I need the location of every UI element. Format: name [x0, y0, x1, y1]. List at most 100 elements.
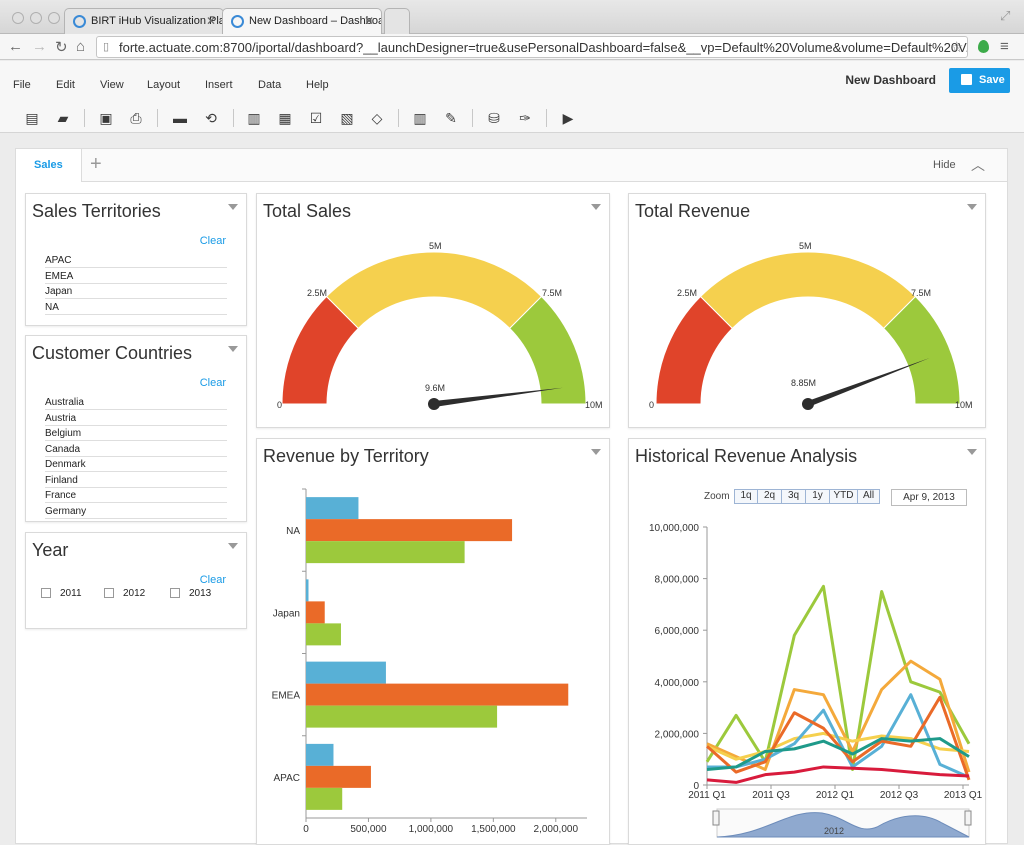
zoom-ytd-button[interactable]: YTD — [830, 489, 858, 504]
bar[interactable] — [306, 743, 334, 766]
bar[interactable] — [306, 497, 359, 520]
list-item[interactable]: Japan — [45, 286, 227, 299]
list-item[interactable]: Belgium — [45, 428, 227, 441]
series-line[interactable] — [706, 765, 970, 784]
collapse-chevron-icon[interactable]: ︿ — [971, 157, 985, 173]
menu-icon[interactable]: ≡ — [1000, 38, 1009, 55]
series-line[interactable] — [706, 695, 971, 781]
panel-menu-icon[interactable] — [228, 204, 238, 210]
table-gadget-icon[interactable]: ▦ — [278, 110, 292, 126]
panel-menu-icon[interactable] — [591, 204, 601, 210]
gauge-band — [325, 251, 543, 330]
zoom-all-button[interactable]: All — [858, 489, 880, 504]
navigator-handle-right[interactable] — [964, 810, 972, 826]
clear-link[interactable]: Clear — [199, 235, 226, 247]
new-tab-button[interactable] — [384, 8, 410, 34]
close-window-button[interactable] — [12, 12, 24, 24]
fullscreen-icon[interactable]: ⤢ — [1000, 8, 1011, 23]
list-item[interactable]: APAC — [45, 255, 227, 268]
menu-view[interactable]: View — [100, 79, 124, 91]
database-icon[interactable]: ⛁ — [488, 110, 500, 126]
bar[interactable] — [306, 787, 343, 810]
menu-insert[interactable]: Insert — [205, 79, 233, 91]
browser-tab-birt-ihub[interactable]: BIRT iHub Visualization Pla ✕ — [64, 8, 224, 34]
zoom-1q-button[interactable]: 1q — [734, 489, 758, 504]
columns-icon[interactable]: ▥ — [413, 110, 427, 126]
list-item[interactable]: EMEA — [45, 271, 227, 284]
series-line[interactable] — [705, 584, 971, 772]
close-tab-icon[interactable]: ✕ — [205, 14, 216, 28]
url-field[interactable]: ▯ forte.actuate.com:8700/iportal/dashboa… — [96, 36, 968, 58]
list-item[interactable]: NA — [45, 302, 227, 315]
hide-button[interactable]: Hide — [933, 159, 956, 171]
gauge-max-label: 10M — [585, 400, 603, 410]
bookmark-star-icon[interactable]: ☆ — [950, 39, 964, 56]
checkbox-2013[interactable] — [170, 588, 180, 598]
menu-edit[interactable]: Edit — [56, 79, 75, 91]
series-line[interactable] — [706, 737, 970, 772]
zoom-window-button[interactable] — [48, 12, 60, 24]
home-icon[interactable]: ⌂ — [76, 38, 86, 55]
add-tab-icon[interactable]: + — [90, 153, 102, 175]
checkbox-2012[interactable] — [104, 588, 114, 598]
list-item[interactable]: Canada — [45, 444, 227, 457]
menu-layout[interactable]: Layout — [147, 79, 181, 91]
date-range-field[interactable]: Apr 9, 2013 — [891, 489, 967, 506]
list-item[interactable]: Austria — [45, 413, 227, 426]
edit-icon[interactable]: ✎ — [445, 110, 457, 126]
wrench-icon[interactable]: ✑ — [519, 110, 531, 126]
reload-icon[interactable]: ↻ — [55, 39, 68, 56]
clear-link[interactable]: Clear — [199, 377, 226, 389]
bar[interactable] — [306, 601, 325, 624]
list-item[interactable]: Germany — [45, 506, 227, 519]
add-content-icon[interactable]: ▬ — [173, 110, 187, 126]
minimize-window-button[interactable] — [30, 12, 42, 24]
report-gadget-icon[interactable]: ▧ — [340, 110, 354, 126]
series-line[interactable] — [707, 693, 970, 779]
navigator-handle-left[interactable] — [712, 810, 720, 826]
list-item[interactable]: France — [45, 490, 227, 503]
bar[interactable] — [306, 683, 569, 706]
toolbar-separator — [398, 109, 399, 127]
clear-link[interactable]: Clear — [199, 574, 226, 586]
html-gadget-icon[interactable]: ◇ — [371, 110, 383, 126]
list-item[interactable]: Finland — [45, 475, 227, 488]
bar[interactable] — [306, 519, 513, 542]
save-button[interactable]: Save — [949, 68, 1010, 93]
bar[interactable] — [306, 661, 386, 684]
print-icon[interactable]: ⎙ — [130, 110, 142, 126]
bar[interactable] — [306, 765, 371, 788]
list-item[interactable]: Australia — [45, 397, 227, 410]
menu-file[interactable]: File — [13, 79, 31, 91]
panel-title: Year — [32, 540, 69, 560]
bar[interactable] — [306, 705, 498, 728]
panel-menu-icon[interactable] — [591, 449, 601, 455]
browser-tab-new-dashboard[interactable]: New Dashboard – Dashboa ✕ — [222, 8, 382, 34]
selector-gadget-icon[interactable]: ☑ — [309, 110, 323, 126]
bar[interactable] — [306, 541, 465, 564]
forward-icon[interactable]: → — [32, 38, 47, 55]
chart-gadget-icon[interactable]: ▥ — [247, 110, 261, 126]
checkbox-2011[interactable] — [41, 588, 51, 598]
panel-menu-icon[interactable] — [228, 346, 238, 352]
list-item[interactable]: Denmark — [45, 459, 227, 472]
video-icon[interactable]: ▶ — [562, 110, 574, 126]
menu-data[interactable]: Data — [258, 79, 282, 91]
extension-icon[interactable] — [978, 40, 989, 53]
panel-menu-icon[interactable] — [228, 543, 238, 549]
zoom-2q-button[interactable]: 2q — [758, 489, 782, 504]
tab-sales[interactable]: Sales — [16, 149, 82, 182]
save-icon[interactable]: ▣ — [99, 110, 113, 126]
panel-menu-icon[interactable] — [967, 449, 977, 455]
refresh-icon[interactable]: ⟲ — [205, 110, 217, 126]
bar[interactable] — [306, 579, 309, 602]
close-tab-icon[interactable]: ✕ — [363, 14, 374, 28]
menu-help[interactable]: Help — [306, 79, 329, 91]
panel-menu-icon[interactable] — [967, 204, 977, 210]
zoom-1y-button[interactable]: 1y — [806, 489, 830, 504]
bar[interactable] — [306, 623, 341, 646]
open-folder-icon[interactable]: ▰ — [57, 110, 69, 126]
back-icon[interactable]: ← — [8, 38, 23, 55]
new-dashboard-icon[interactable]: ▤ — [25, 110, 39, 126]
zoom-3q-button[interactable]: 3q — [782, 489, 806, 504]
